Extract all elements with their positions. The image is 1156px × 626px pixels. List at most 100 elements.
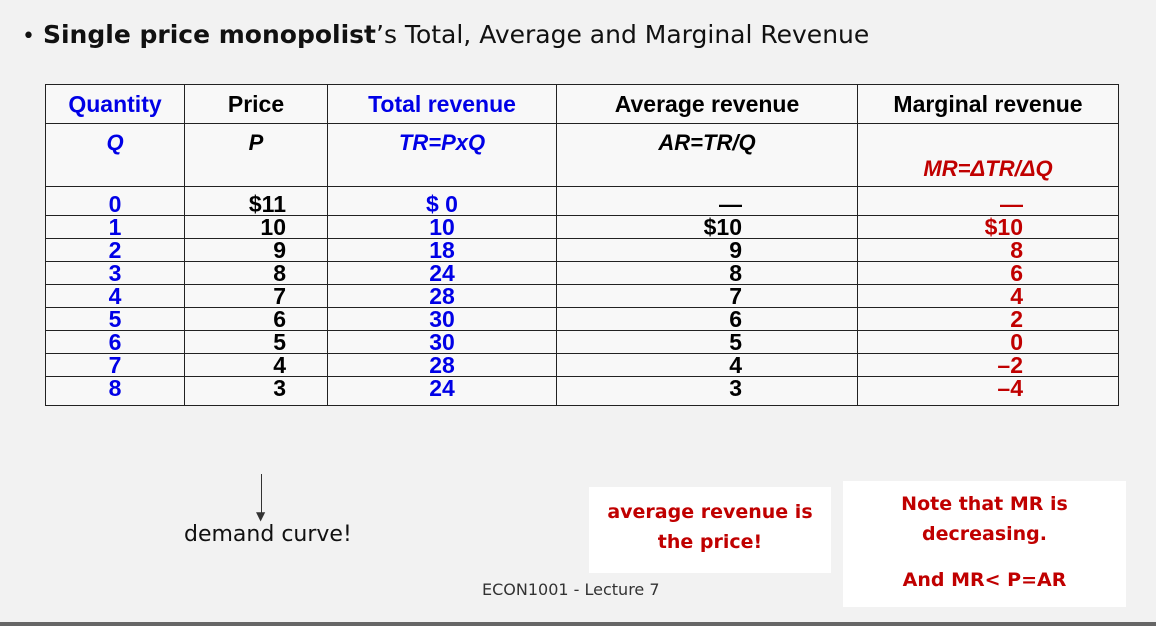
revenue-table: Quantity Price Total revenue Average rev… (45, 84, 1119, 406)
average-revenue-cell: 3 (556, 375, 858, 406)
total-revenue-cell-value: 30 (429, 329, 455, 355)
formula-q: Q (45, 123, 185, 187)
total-revenue-cell: 24 (327, 375, 557, 406)
price-cell-value: 5 (273, 329, 286, 355)
header-marginal-revenue: Marginal revenue (857, 84, 1119, 124)
quantity-cell-value: 5 (108, 306, 122, 332)
marginal-revenue-cell-value: 4 (1010, 283, 1023, 309)
total-revenue-cell-value: 24 (429, 375, 455, 401)
table-row: 7 4 28 4 –2 (45, 352, 1119, 378)
mr-note-line3: And MR< P=AR (902, 569, 1067, 591)
bottom-divider (0, 622, 1156, 626)
quantity-cell: 7 (45, 353, 185, 377)
marginal-revenue-cell-value: 2 (1010, 306, 1023, 332)
price-cell-value: 3 (273, 375, 286, 401)
price-cell: 3 (184, 375, 328, 406)
quantity-cell: 1 (45, 215, 185, 239)
quantity-cell-value: 4 (108, 283, 122, 309)
table-row: 8 3 24 3 –4 (45, 375, 1119, 406)
header-quantity: Quantity (45, 84, 185, 124)
total-revenue-cell-value: 24 (429, 260, 455, 286)
quantity-cell: 4 (45, 283, 185, 309)
table-row: 4 7 28 7 4 (45, 283, 1119, 309)
total-revenue-cell: 30 (327, 329, 557, 355)
title-rest: ’s Total, Average and Marginal Revenue (376, 20, 870, 49)
quantity-cell-value: 0 (108, 191, 122, 217)
table-row: 3 8 24 8 6 (45, 260, 1119, 286)
demand-curve-label: demand curve! (184, 522, 352, 547)
table-row: 5 6 30 6 2 (45, 306, 1119, 332)
quantity-cell: 8 (45, 375, 185, 406)
formula-ar: AR=TR/Q (556, 123, 858, 187)
quantity-cell-value: 3 (108, 260, 122, 286)
quantity-cell: 2 (45, 237, 185, 263)
average-revenue-cell-value: 3 (729, 375, 742, 401)
quantity-cell: 0 (45, 186, 185, 217)
mr-note-line2: decreasing. (922, 523, 1047, 545)
marginal-revenue-cell: 0 (857, 329, 1119, 355)
price-cell-value: 8 (273, 260, 286, 286)
marginal-revenue-cell: –2 (857, 352, 1119, 378)
price-cell: 7 (184, 284, 328, 308)
marginal-revenue-cell-value: –2 (997, 352, 1023, 378)
average-revenue-cell: 8 (556, 261, 858, 285)
header-average-revenue: Average revenue (556, 84, 858, 124)
arrow-line (261, 474, 262, 516)
marginal-revenue-cell-value: $10 (984, 214, 1023, 240)
total-revenue-cell: 28 (327, 352, 557, 378)
average-revenue-cell-value: 9 (729, 237, 742, 263)
average-revenue-cell: $10 (556, 214, 858, 240)
average-revenue-cell: 7 (556, 284, 858, 308)
price-cell: 6 (184, 306, 328, 332)
quantity-cell: 3 (45, 260, 185, 286)
quantity-cell-value: 8 (108, 375, 122, 401)
average-revenue-cell: — (556, 186, 858, 217)
table-row: 6 5 30 5 0 (45, 329, 1119, 355)
price-cell: $11 (184, 186, 328, 216)
total-revenue-cell-value: $ 0 (426, 191, 458, 217)
average-revenue-cell-value: — (719, 191, 742, 217)
price-cell: 10 (184, 214, 328, 240)
total-revenue-cell: 18 (327, 237, 557, 263)
total-revenue-cell: 30 (327, 306, 557, 332)
marginal-revenue-cell: $10 (857, 214, 1119, 240)
formula-row: Q P TR=PxQ AR=TR/Q MR=ΔTR/ΔQ (45, 123, 1119, 187)
price-cell: 9 (184, 237, 328, 263)
mr-note-line1: Note that MR is (901, 493, 1068, 515)
total-revenue-cell-value: 28 (429, 352, 455, 378)
quantity-cell-value: 2 (108, 237, 122, 263)
footer-lecture: ECON1001 - Lecture 7 (482, 580, 660, 599)
average-revenue-cell: 6 (556, 307, 858, 331)
quantity-cell-value: 6 (108, 329, 122, 355)
total-revenue-cell: 10 (327, 214, 557, 240)
marginal-revenue-cell: 2 (857, 306, 1119, 332)
avg-note-line2: the price! (657, 531, 763, 553)
price-cell: 8 (184, 260, 328, 286)
average-revenue-cell-value: $10 (703, 214, 742, 240)
total-revenue-cell-value: 10 (429, 214, 455, 240)
total-revenue-cell-value: 18 (429, 237, 455, 263)
average-revenue-note: average revenue is the price! (589, 487, 831, 573)
formula-tr: TR=PxQ (327, 123, 557, 187)
marginal-revenue-cell-value: 6 (1010, 260, 1023, 286)
bullet: • (22, 24, 35, 49)
formula-p: P (184, 123, 328, 187)
arrow-down-icon: ▼ (256, 509, 266, 523)
slide-title: • Single price monopolist’s Total, Averag… (22, 20, 869, 49)
title-bold: Single price monopolist (42, 20, 376, 49)
price-cell-value: 6 (273, 306, 286, 332)
price-cell-value: 10 (260, 214, 286, 240)
total-revenue-cell: 28 (327, 284, 557, 308)
avg-note-line1: average revenue is (607, 501, 813, 523)
table-row: 2 9 18 9 8 (45, 237, 1119, 263)
marginal-revenue-cell: –4 (857, 376, 1119, 406)
marginal-revenue-cell: 4 (857, 283, 1119, 309)
marginal-revenue-cell-value: 0 (1010, 329, 1023, 355)
quantity-cell: 6 (45, 329, 185, 355)
price-cell-value: 9 (273, 237, 286, 263)
marginal-revenue-cell-value: — (1000, 191, 1023, 217)
table-row: 0 $11 $ 0 — — (45, 186, 1119, 217)
marginal-revenue-cell: — (857, 186, 1119, 217)
total-revenue-cell: $ 0 (327, 186, 557, 217)
total-revenue-cell-value: 30 (429, 306, 455, 332)
